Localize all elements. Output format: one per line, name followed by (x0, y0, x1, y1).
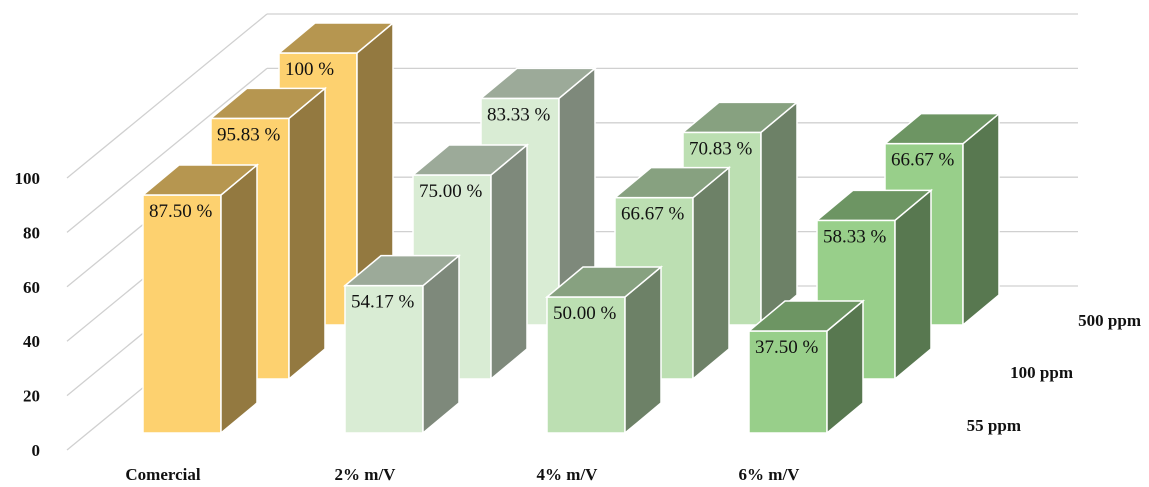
bar-2-m-v-55-ppm: 54.17 % (342, 254, 462, 435)
data-label: 37.50 % (755, 337, 819, 358)
data-label: 87.50 % (149, 201, 213, 222)
bar-top-face (814, 189, 934, 222)
bar-top-face (208, 87, 328, 120)
bar-top-face (276, 22, 396, 54)
data-label: 66.67 % (891, 150, 955, 171)
y-axis: 0 20 40 60 80 100 (15, 169, 41, 460)
bar-top-face (680, 101, 800, 134)
bar-top-face (746, 300, 866, 332)
y-tick-label: 0 (32, 441, 41, 460)
bar-comercial-55-ppm: 87.50 % (140, 163, 260, 435)
bar-top-face (544, 266, 664, 298)
category-label: Comercial (125, 465, 200, 484)
data-label: 58.33 % (823, 226, 887, 247)
series-label: 55 ppm (967, 416, 1021, 435)
data-label: 54.17 % (351, 292, 415, 313)
bar-top-face (882, 112, 1002, 145)
data-label: 70.83 % (689, 138, 753, 159)
bar-top-face (342, 254, 462, 287)
bar-side-face (692, 166, 730, 381)
bar-top-face (140, 164, 260, 196)
series-label: 500 ppm (1078, 311, 1141, 330)
category-label: 2% m/V (335, 465, 397, 484)
series-label: 100 ppm (1010, 363, 1073, 382)
y-tick-label: 100 (15, 169, 41, 188)
y-tick-label: 80 (23, 223, 40, 242)
bar-top-face (410, 144, 530, 176)
bar-side-face (760, 100, 798, 327)
x-axis: Comercial 2% m/V 4% m/V 6% m/V (125, 465, 800, 484)
bar-6-m-v-55-ppm: 37.50 % (746, 299, 866, 435)
bar-side-face (288, 86, 326, 381)
bar-side-face (490, 143, 528, 381)
bar-side-face (894, 188, 932, 381)
bar-4-m-v-55-ppm: 50.00 % (544, 265, 664, 435)
data-label: 66.67 % (621, 204, 685, 225)
bar-top-face (478, 67, 598, 100)
bar-side-face (422, 254, 460, 435)
bar-front-face (142, 194, 222, 434)
data-label: 50.00 % (553, 303, 617, 324)
data-label: 83.33 % (487, 104, 551, 125)
y-tick-label: 40 (23, 332, 40, 351)
category-label: 4% m/V (537, 465, 599, 484)
data-label: 75.00 % (419, 181, 483, 202)
y-tick-label: 60 (23, 278, 40, 297)
gridline-diagonal (66, 13, 268, 179)
gridline-diagonal (66, 67, 268, 233)
data-label: 95.83 % (217, 124, 281, 145)
bars: 100 % 83.33 % 70.83 % 66.67 % 95.83 % 75.00 %… (140, 21, 1002, 435)
data-label: 100 % (285, 59, 334, 80)
bar-top-face (612, 166, 732, 199)
category-label: 6% m/V (739, 465, 801, 484)
y-tick-label: 20 (23, 387, 40, 406)
series-axis: 55 ppm 100 ppm 500 ppm (967, 311, 1141, 435)
bar-side-face (220, 163, 258, 435)
bar-side-face (962, 112, 1000, 327)
